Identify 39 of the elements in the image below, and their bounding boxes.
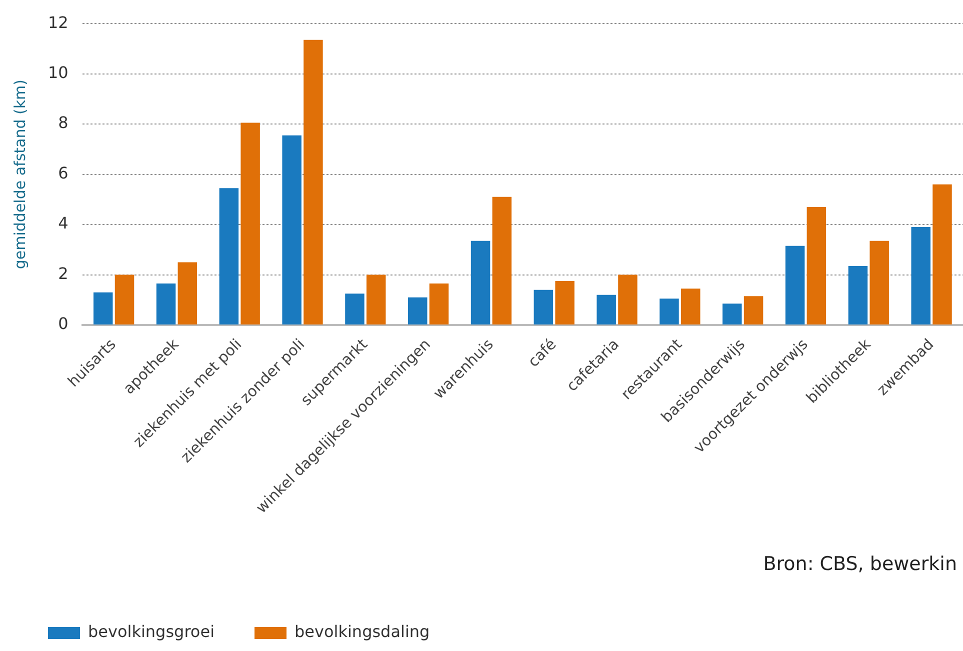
y-tick-label: 10	[48, 62, 68, 82]
y-tick-label: 8	[58, 113, 68, 132]
y-axis-title: gemiddelde afstand (km)	[10, 79, 29, 270]
bar	[304, 40, 323, 324]
bar	[219, 188, 239, 324]
bar	[282, 135, 302, 324]
y-tick-label: 4	[58, 214, 68, 233]
bar	[470, 240, 490, 324]
bar	[785, 246, 805, 324]
bar	[555, 281, 574, 324]
bar	[93, 292, 113, 324]
bar	[932, 184, 952, 324]
bar	[911, 227, 930, 324]
bar	[114, 274, 134, 324]
bar	[408, 297, 428, 324]
y-tick-label: 2	[58, 264, 68, 283]
legend-label: bevolkingsgroei	[88, 622, 215, 642]
bar	[492, 196, 512, 324]
bar	[366, 274, 386, 324]
bar	[744, 296, 764, 324]
y-tick-label: 6	[58, 163, 68, 182]
bar	[534, 290, 554, 324]
y-tick-label: 0	[58, 314, 68, 334]
text: Bron: CBS, bewerkin	[763, 552, 957, 575]
bar	[178, 262, 198, 324]
bar	[870, 240, 889, 324]
bar	[806, 206, 826, 324]
bar	[240, 122, 260, 324]
bar	[722, 304, 742, 324]
bar	[345, 294, 364, 324]
bar	[618, 274, 638, 324]
bar	[848, 266, 868, 324]
legend-label: bevolkingsdaling	[294, 622, 430, 642]
bar	[681, 288, 700, 324]
bar	[156, 284, 176, 324]
bar	[429, 284, 449, 324]
bar	[660, 298, 679, 324]
y-tick-label: 12	[48, 12, 68, 32]
bar	[596, 294, 616, 324]
